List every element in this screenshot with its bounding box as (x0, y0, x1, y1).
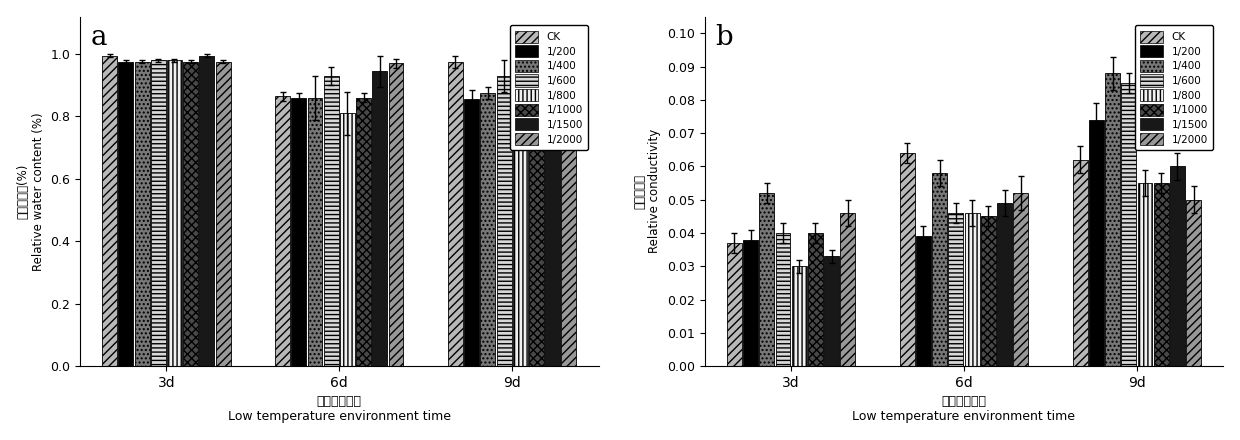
Bar (546, 65, 560, 366)
Bar (1089, 120, 1104, 366)
Bar (1153, 183, 1168, 366)
Bar (497, 76, 512, 366)
Bar (324, 76, 339, 366)
Bar (1073, 160, 1087, 366)
Bar (480, 93, 495, 366)
Legend: CK, 1/200, 1/400, 1/600, 1/800, 1/1000, 1/1500, 1/2000: CK, 1/200, 1/400, 1/600, 1/800, 1/1000, … (1135, 26, 1213, 150)
Bar (513, 79, 528, 366)
Bar (916, 236, 931, 366)
Y-axis label: 相对电导率
Relative conductivity: 相对电导率 Relative conductivity (634, 129, 661, 253)
Bar (135, 62, 150, 366)
Bar (965, 213, 980, 366)
Y-axis label: 相对含水量(%)
Relative water content (%): 相对含水量(%) Relative water content (%) (16, 112, 45, 271)
Bar (151, 60, 166, 366)
Bar (727, 243, 742, 366)
Bar (275, 96, 290, 366)
Bar (791, 266, 807, 366)
Legend: CK, 1/200, 1/400, 1/600, 1/800, 1/1000, 1/1500, 1/2000: CK, 1/200, 1/400, 1/600, 1/800, 1/1000, … (510, 26, 588, 150)
Bar (372, 71, 387, 366)
Text: a: a (91, 24, 107, 51)
Bar (808, 233, 823, 366)
Bar (448, 62, 463, 366)
Bar (308, 98, 322, 366)
Bar (340, 114, 355, 366)
Bar (291, 98, 306, 366)
Bar (464, 99, 479, 366)
Bar (356, 98, 371, 366)
Bar (1013, 193, 1028, 366)
Bar (981, 216, 996, 366)
Bar (841, 213, 856, 366)
Bar (1171, 166, 1185, 366)
Bar (1137, 183, 1152, 366)
Bar (1187, 200, 1202, 366)
Text: b: b (715, 24, 733, 51)
Bar (743, 240, 758, 366)
Bar (997, 203, 1012, 366)
Bar (529, 76, 544, 366)
Bar (900, 153, 915, 366)
Bar (775, 233, 790, 366)
Bar (825, 256, 839, 366)
Bar (949, 213, 963, 366)
Bar (184, 62, 198, 366)
Bar (388, 63, 403, 366)
Bar (216, 62, 231, 366)
Bar (200, 56, 215, 366)
Bar (932, 173, 947, 366)
Bar (102, 56, 117, 366)
Bar (1105, 73, 1120, 366)
X-axis label: 低温环境时间
Low temperature environment time: 低温环境时间 Low temperature environment time (852, 395, 1075, 423)
Bar (1121, 83, 1136, 366)
Bar (562, 82, 577, 366)
Bar (167, 60, 182, 366)
Bar (759, 193, 774, 366)
Bar (118, 62, 134, 366)
X-axis label: 低温环境时间
Low temperature environment time: 低温环境时间 Low temperature environment time (228, 395, 451, 423)
